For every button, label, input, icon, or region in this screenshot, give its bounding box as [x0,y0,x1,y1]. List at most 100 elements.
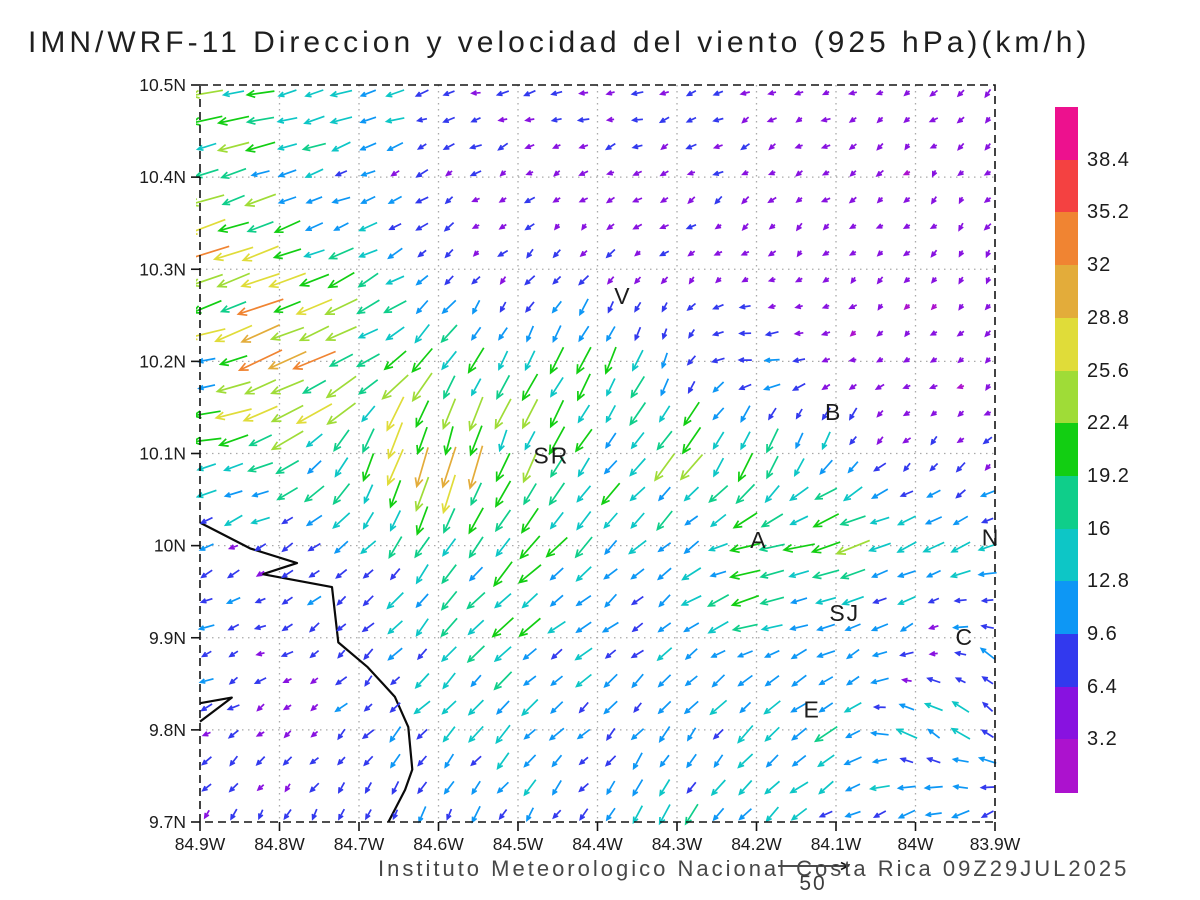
wind-arrow [661,302,668,313]
wind-arrow [929,357,938,363]
wind-arrow [712,807,725,822]
wind-arrow [494,592,512,609]
wind-arrow [954,650,967,657]
wind-arrow [284,783,291,793]
colorbar-swatch [1055,581,1078,635]
wind-arrow [494,509,512,533]
wind-arrow [301,379,327,394]
wind-arrow [578,197,589,203]
wind-arrow [981,701,994,713]
wind-arrow [578,274,590,286]
wind-arrow [471,805,481,824]
wind-arrow [685,224,697,230]
wind-arrow [295,403,333,424]
wind-arrow [383,350,407,371]
wind-arrow [415,168,429,178]
wind-arrow [710,779,726,797]
wind-arrow [820,330,831,336]
wind-arrow [952,784,969,790]
wind-arrow [472,250,480,257]
wind-arrow [553,223,561,231]
wind-arrow [712,143,723,150]
wind-arrow [199,597,213,604]
wind-arrow [980,810,994,818]
wind-arrow [331,141,351,152]
wind-arrow [196,299,222,314]
wind-arrow [495,90,510,97]
wind-arrow [326,402,357,425]
wind-arrow [276,116,298,124]
wind-arrow [227,623,240,631]
wind-arrow [735,483,756,505]
city-label: B [825,399,842,425]
wind-arrow [576,510,592,531]
wind-arrow [738,303,751,310]
wind-arrow [658,804,671,826]
wind-arrow [201,731,211,737]
wind-arrow [551,779,562,796]
wind-arrow [386,141,404,151]
wind-arrow [605,170,615,176]
wind-arrow [821,303,830,309]
wind-arrow [253,624,267,631]
wind-arrow [850,276,857,285]
wind-arrow [414,447,429,489]
wind-arrow [417,781,428,795]
wind-arrow [440,590,458,611]
wind-arrow [712,170,724,177]
wind-arrow [215,381,251,394]
wind-arrow [521,592,539,609]
wind-arrow [578,90,589,96]
wind-arrow [578,782,589,793]
wind-arrow [442,398,457,431]
wind-arrow [551,300,562,314]
wind-arrow [768,223,776,230]
wind-arrow [811,569,840,580]
wind-arrow [357,379,379,395]
wind-arrow [848,143,857,151]
wind-arrow [216,272,251,288]
wind-arrow [789,781,809,794]
wind-arrow [709,513,727,528]
wind-arrow [283,809,292,821]
wind-arrow [845,675,860,686]
wind-arrow [896,515,917,526]
colorbar-swatch [1055,475,1078,530]
wind-arrow [523,779,537,797]
wind-arrow [794,303,803,310]
wind-arrow [218,354,248,367]
wind-arrow [818,780,834,795]
colorbar-label: 25.6 [1087,359,1130,382]
wind-arrow [603,568,618,580]
wind-arrow [334,457,349,478]
wind-arrow [277,169,297,178]
wind-arrow [442,90,455,97]
wind-arrow [308,622,320,633]
wind-arrow [244,141,276,153]
wind-arrow [728,542,761,554]
wind-arrow [523,754,537,768]
colorbar-label: 35.2 [1087,201,1130,224]
wind-arrow [388,536,403,560]
wind-arrow [686,170,696,176]
wind-arrow [955,489,966,499]
wind-arrow [383,300,407,314]
x-tick-label: 83.9W [970,834,1021,854]
wind-arrow [634,326,642,342]
wind-arrow [386,396,405,432]
wind-arrow [223,462,244,472]
wind-arrow [841,595,864,606]
wind-arrow [903,303,911,311]
wind-arrow [255,756,266,767]
wind-arrow [631,673,644,689]
wind-arrow [223,514,243,527]
wind-arrow [634,250,641,257]
wind-arrow [365,809,372,821]
wind-arrow [656,430,673,451]
wind-arrow [524,223,535,231]
wind-arrow [362,511,375,530]
wind-arrow [217,434,249,447]
wind-arrow [848,303,858,310]
colorbar-label: 32 [1087,254,1112,277]
